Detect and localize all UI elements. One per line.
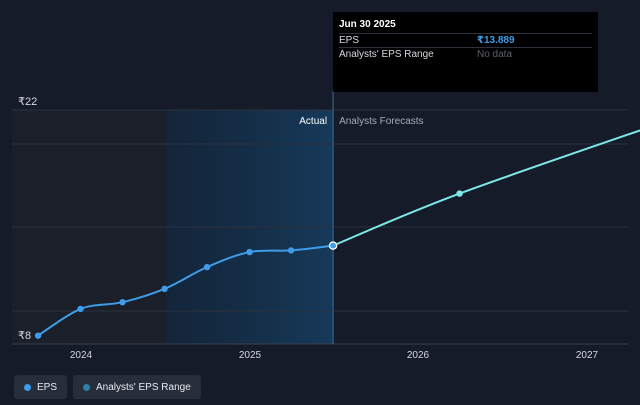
- point-actual-0: [34, 332, 42, 339]
- point-actual-3: [161, 285, 168, 293]
- section-label-forecast: Analysts Forecasts: [339, 116, 423, 127]
- tooltip: Jun 30 2025 EPS ₹13.889 Analysts' EPS Ra…: [333, 12, 598, 92]
- legend-eps-label: EPS: [37, 381, 58, 393]
- legend-item-eps[interactable]: EPS: [14, 375, 68, 399]
- y-tick-label-top: ₹22: [18, 96, 37, 108]
- legend-range-dot-icon: [83, 383, 91, 391]
- point-actual-1: [77, 305, 84, 313]
- tooltip-title: Jun 30 2025: [339, 19, 396, 30]
- legend-eps-dot-icon: [24, 383, 31, 391]
- x-tick-label-2025: 2025: [239, 350, 262, 361]
- series-line-actual: [37, 244, 334, 337]
- x-tick-label-2024: 2024: [70, 350, 93, 361]
- y-tick-label-bottom: ₹8: [18, 330, 31, 342]
- tooltip-eps-label: EPS: [339, 35, 360, 46]
- highlight-point: [328, 241, 338, 250]
- tooltip-range-label: Analysts' EPS Range: [339, 49, 434, 60]
- tooltip-eps-value: ₹13.889: [477, 35, 515, 46]
- x-tick-label-2027: 2027: [576, 350, 599, 361]
- tooltip-row-range: Analysts' EPS Range No data: [339, 47, 592, 61]
- legend-item-eps-range[interactable]: Analysts' EPS Range: [73, 375, 201, 399]
- legend: EPS Analysts' EPS Range: [14, 375, 201, 399]
- legend-range-label: Analysts' EPS Range: [96, 381, 191, 393]
- section-label-actual: Actual: [299, 116, 327, 127]
- point-actual-2: [119, 299, 126, 306]
- point-forecast-0: [456, 190, 463, 197]
- point-actual-4: [203, 263, 211, 271]
- point-actual-5: [246, 248, 253, 256]
- point-actual-6: [287, 247, 295, 254]
- series-line-forecast: [332, 129, 640, 247]
- tooltip-row-eps: EPS ₹13.889: [339, 33, 592, 47]
- tooltip-range-value: No data: [477, 49, 513, 60]
- x-tick-label-2026: 2026: [407, 350, 430, 361]
